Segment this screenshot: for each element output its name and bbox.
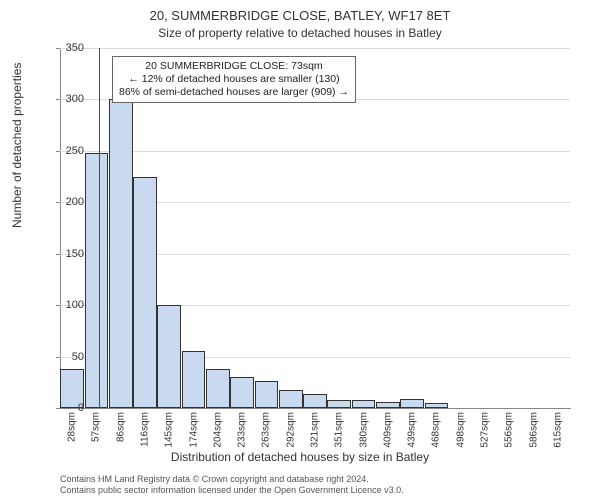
chart-title: 20, SUMMERBRIDGE CLOSE, BATLEY, WF17 8ET — [0, 8, 600, 23]
histogram-bar — [255, 381, 279, 408]
ytick-label: 350 — [44, 42, 84, 54]
xtick-label: 586sqm — [528, 412, 539, 448]
footer-line-2: Contains public sector information licen… — [60, 485, 404, 496]
xtick-label: 439sqm — [407, 412, 418, 448]
xtick-label: 263sqm — [261, 412, 272, 448]
ytick-label: 100 — [44, 299, 84, 311]
xtick-label: 86sqm — [115, 412, 126, 442]
xtick-label: 116sqm — [140, 412, 151, 447]
annotation-line-3: 86% of semi-detached houses are larger (… — [119, 86, 349, 99]
xtick-label: 204sqm — [212, 412, 223, 448]
xtick-label: 468sqm — [431, 412, 442, 448]
annotation-line-1: 20 SUMMERBRIDGE CLOSE: 73sqm — [119, 60, 349, 73]
histogram-bar — [109, 99, 133, 408]
histogram-bar — [303, 394, 327, 408]
xtick-label: 28sqm — [67, 412, 78, 442]
reference-line — [99, 48, 100, 408]
plot-area: 28sqm57sqm86sqm116sqm145sqm174sqm204sqm2… — [60, 48, 570, 408]
histogram-bar — [400, 399, 424, 408]
ytick-label: 0 — [44, 402, 84, 414]
footer-line-1: Contains HM Land Registry data © Crown c… — [60, 474, 404, 485]
xtick-label: 556sqm — [504, 412, 515, 448]
footer: Contains HM Land Registry data © Crown c… — [60, 474, 404, 496]
xtick-label: 615sqm — [552, 412, 563, 448]
histogram-bar — [157, 305, 181, 408]
xtick-label: 321sqm — [310, 412, 321, 448]
histogram-bar — [85, 153, 109, 408]
chart-subtitle: Size of property relative to detached ho… — [0, 26, 600, 40]
histogram-bar — [425, 403, 449, 408]
annotation-line-2: ← 12% of detached houses are smaller (13… — [119, 73, 349, 86]
annotation-box: 20 SUMMERBRIDGE CLOSE: 73sqm ← 12% of de… — [112, 56, 356, 103]
ytick-label: 250 — [44, 145, 84, 157]
xtick-label: 498sqm — [455, 412, 466, 448]
histogram-bar — [376, 402, 400, 408]
gridline — [60, 151, 570, 152]
histogram-bar — [182, 351, 206, 408]
ytick-label: 50 — [44, 351, 84, 363]
ytick-label: 200 — [44, 196, 84, 208]
histogram-bar — [352, 400, 376, 408]
ytick-label: 300 — [44, 93, 84, 105]
xtick-label: 57sqm — [91, 412, 102, 442]
xtick-label: 380sqm — [358, 412, 369, 448]
gridline — [60, 48, 570, 49]
histogram-bar — [206, 369, 230, 408]
chart-container: 20, SUMMERBRIDGE CLOSE, BATLEY, WF17 8ET… — [0, 0, 600, 500]
ytick-label: 150 — [44, 248, 84, 260]
y-axis-label: Number of detached properties — [10, 63, 24, 228]
xtick-label: 145sqm — [164, 412, 175, 448]
xtick-label: 351sqm — [334, 412, 345, 448]
histogram-bar — [327, 400, 351, 408]
histogram-bar — [133, 177, 157, 408]
xtick-label: 174sqm — [188, 412, 199, 448]
x-axis-label: Distribution of detached houses by size … — [0, 450, 600, 464]
histogram-bar — [230, 377, 254, 408]
xtick-label: 292sqm — [285, 412, 296, 448]
xtick-label: 233sqm — [237, 412, 248, 448]
xtick-label: 527sqm — [480, 412, 491, 448]
xtick-label: 409sqm — [382, 412, 393, 448]
histogram-bar — [279, 390, 303, 409]
